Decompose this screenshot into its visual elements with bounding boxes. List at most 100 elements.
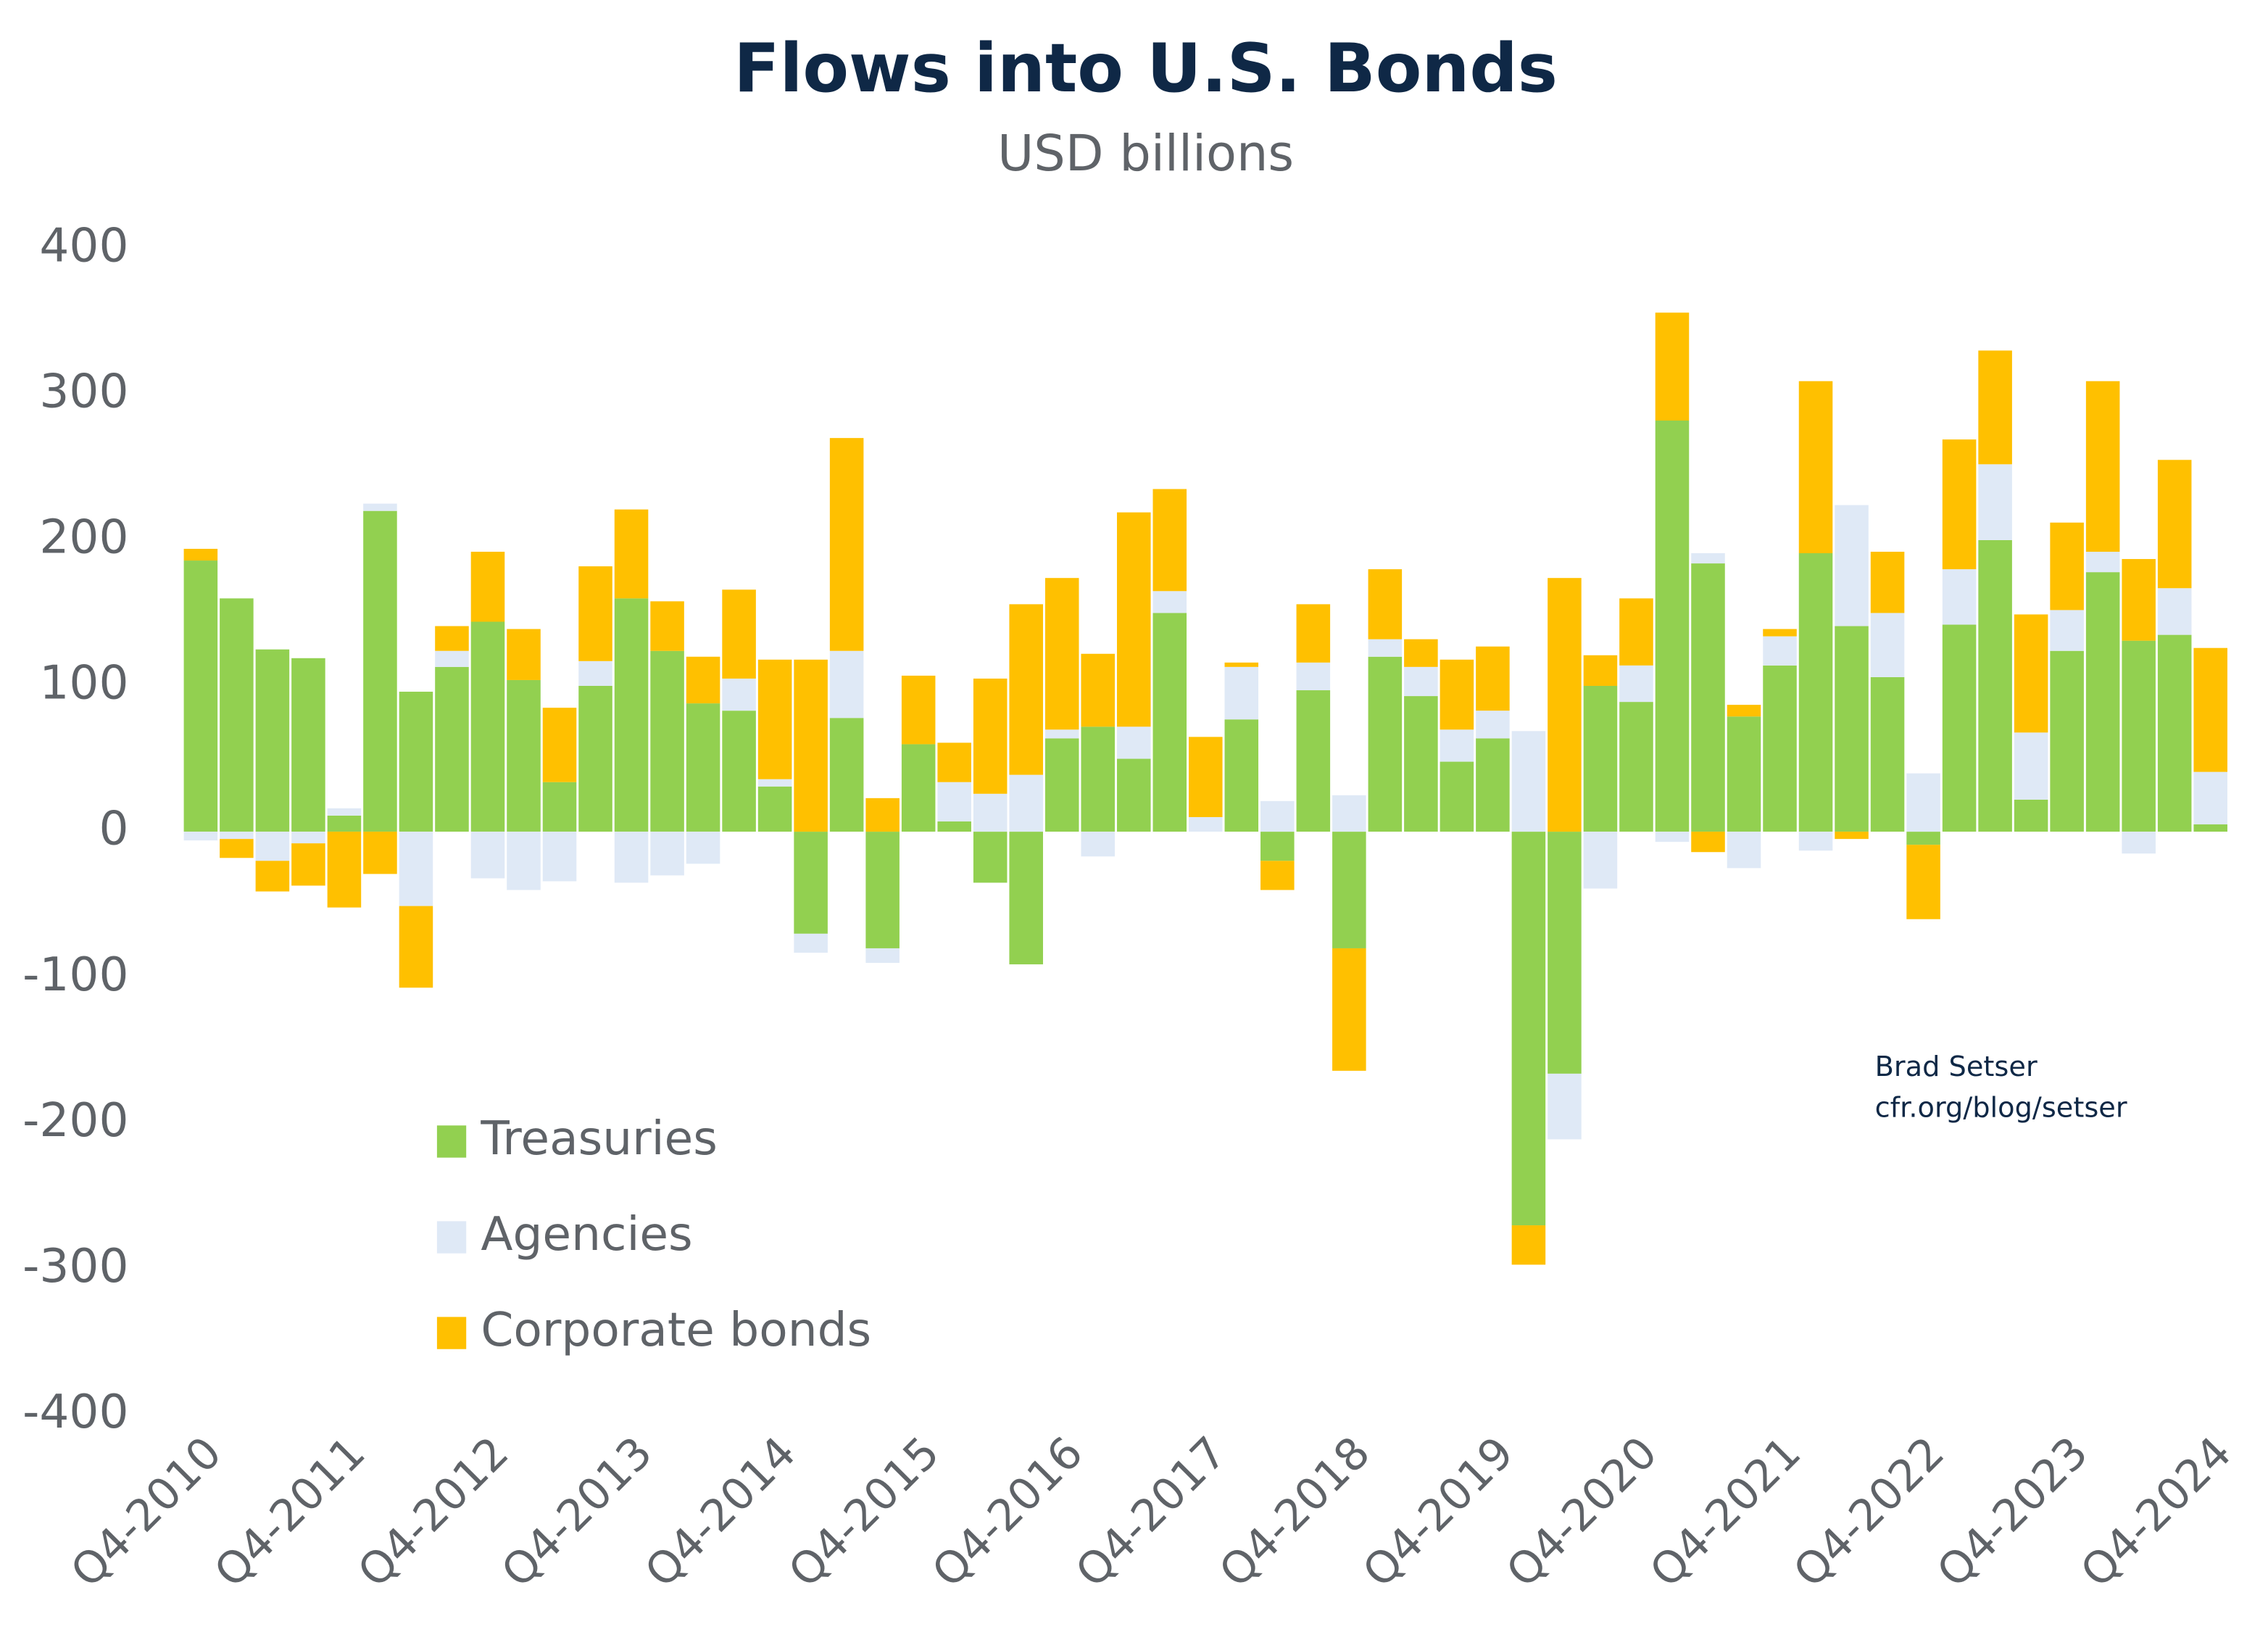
x-tick-label: Q4-2019 [1353,1428,1524,1598]
bar [1655,312,1690,421]
bar [1548,1073,1582,1140]
bar [2050,610,2084,651]
x-tick-label: Q4-2011 [205,1428,375,1598]
bar [1906,773,1940,832]
bar [1727,832,1761,869]
x-tick-label: Q4-2017 [1066,1428,1237,1598]
y-tick-label: 400 [39,218,128,273]
bar [865,798,900,832]
bar [2193,771,2227,825]
bar [2085,551,2120,573]
x-tick-label: Q4-2018 [1210,1428,1380,1598]
x-tick-label: Q4-2020 [1497,1428,1667,1598]
bar [865,832,900,948]
bar [1583,685,1618,832]
bar [1942,439,1977,570]
bar [1763,636,1797,666]
bar [1548,578,1582,832]
bar [865,948,900,964]
bar [1691,832,1725,853]
bar [1942,569,1977,625]
bar [1440,659,1474,730]
bar [578,685,612,832]
bar [1763,629,1797,637]
bar [1476,738,1510,832]
bar [1691,552,1725,564]
bar [1404,639,1438,667]
bar [2193,824,2227,832]
bar [1978,350,2012,465]
bar [435,626,469,651]
bar [1906,832,1940,845]
bar [757,786,792,832]
bar [1044,729,1079,739]
legend-label: Agencies [481,1207,692,1262]
chart-title: Flows into U.S. Bonds [734,29,1558,107]
bar [363,832,397,874]
bar [829,438,864,651]
bar [1368,656,1403,832]
x-tick-label: Q4-2024 [2072,1428,2242,1598]
bar [363,510,397,832]
bar [1189,737,1223,817]
bar [255,649,290,832]
bar [1835,505,1869,626]
bar [435,650,469,667]
bar [937,742,971,782]
x-tick-label: Q4-2015 [779,1428,950,1598]
y-tick-label: -300 [22,1239,128,1293]
bar [937,782,971,822]
bar [1727,705,1761,717]
bar [614,598,649,832]
y-tick-label: 200 [39,510,128,564]
bar [1189,816,1223,832]
bar [1835,832,1869,840]
x-tick-label: Q4-2022 [1784,1428,1954,1598]
bar [2157,588,2192,635]
bar [327,808,362,816]
bar [650,832,684,876]
bar [183,560,218,832]
bar [1332,948,1366,1071]
bar [291,658,325,832]
x-tick-label: Q4-2012 [349,1428,519,1598]
bar [1044,578,1079,730]
bar [794,832,828,934]
bar [1260,800,1295,832]
bar [1332,795,1366,832]
bar [650,650,684,832]
bar [2122,559,2156,641]
bar [1476,711,1510,739]
legend-swatch [436,1125,467,1158]
bar [1152,613,1187,832]
chart-subtitle: USD billions [997,125,1294,183]
bar [1655,832,1690,842]
bar [1296,604,1331,663]
y-tick-label: 300 [39,364,128,418]
bar [1727,716,1761,832]
bar [722,589,756,679]
bar [1619,598,1653,666]
bar [722,711,756,832]
bar [757,779,792,787]
bar [399,692,433,832]
bar [327,815,362,832]
x-tick-label: Q4-2014 [636,1428,806,1598]
bar [1440,729,1474,762]
bar [1798,552,1833,832]
bar [2157,634,2192,832]
bar [1440,761,1474,832]
bar [1224,719,1259,832]
bar [757,659,792,779]
bar [399,832,433,906]
bar [794,659,828,832]
bar [1763,665,1797,832]
bar [2050,522,2084,610]
bar [291,832,325,844]
bar [1978,464,2012,540]
bar [1296,662,1331,691]
y-tick-label: -400 [22,1385,128,1439]
legend-label: Corporate bonds [481,1303,871,1357]
bar [542,832,577,882]
